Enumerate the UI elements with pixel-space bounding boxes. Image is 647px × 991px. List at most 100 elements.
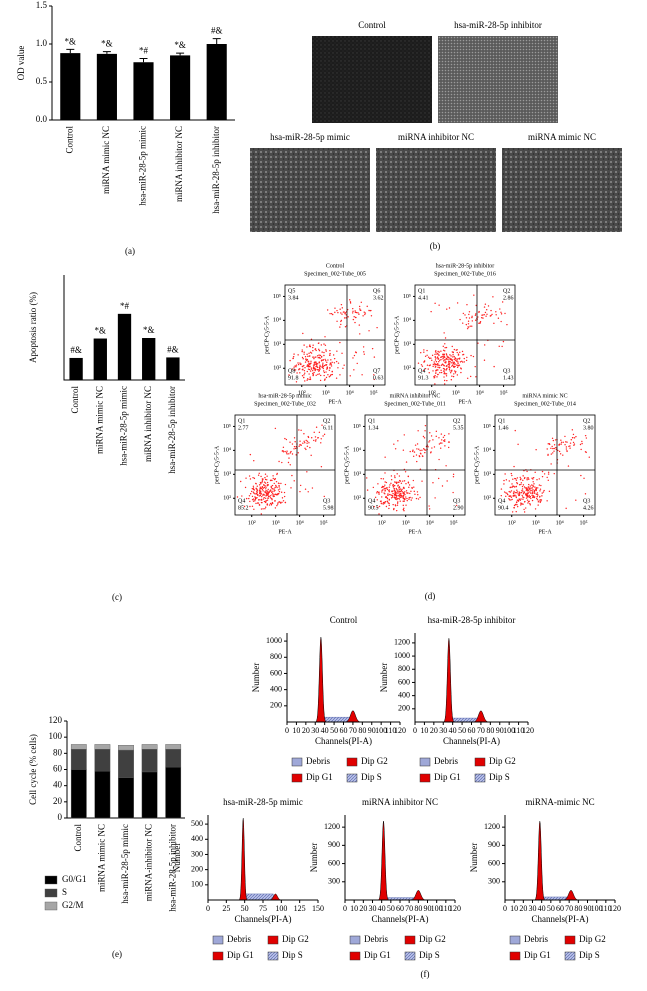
event-dot: [329, 362, 332, 365]
event-dot: [252, 487, 255, 489]
event-dot: [393, 481, 396, 483]
event-dot: [527, 496, 530, 498]
quadrant-value: 3.62: [373, 295, 384, 301]
event-dot: [366, 305, 368, 308]
panel-label: (e): [112, 949, 122, 959]
event-dot: [395, 481, 397, 483]
event-dot: [504, 473, 506, 475]
plot-title: miRNA mimic NC: [522, 393, 567, 399]
x-tick-label: 0: [285, 726, 289, 735]
event-dot: [317, 373, 319, 376]
y-axis-label: Number: [172, 843, 182, 873]
event-dot: [546, 476, 548, 479]
legend-label: Debris: [524, 934, 548, 944]
event-dot: [389, 493, 391, 496]
event-dot: [387, 493, 389, 495]
event-dot: [385, 481, 388, 484]
event-dot: [418, 448, 420, 450]
event-dot: [312, 368, 315, 370]
event-dot: [433, 376, 436, 378]
x-tick-label: 50: [330, 726, 338, 735]
event-dot: [444, 369, 446, 371]
event-dot: [261, 499, 263, 501]
event-dot: [303, 374, 305, 376]
event-dot: [285, 452, 288, 454]
event-dot: [451, 375, 453, 377]
event-dot: [312, 372, 314, 375]
event-dot: [483, 306, 486, 308]
event-dot: [523, 501, 526, 503]
event-dot: [257, 494, 259, 497]
x-axis-label: PE-A: [408, 529, 422, 535]
x-tick-label: 120: [394, 726, 406, 735]
event-dot: [538, 484, 541, 486]
event-dot: [514, 491, 516, 494]
event-dot: [553, 472, 555, 475]
event-dot: [293, 480, 295, 482]
event-dot: [515, 496, 518, 499]
event-dot: [282, 446, 285, 449]
event-dot: [398, 490, 400, 492]
legend-label: G2/M: [62, 900, 84, 910]
event-dot: [384, 472, 386, 474]
y-axis-label: Number: [379, 663, 389, 693]
quadrant-value: 4.41: [418, 295, 429, 301]
axis: [504, 815, 615, 901]
event-dot: [475, 313, 477, 315]
event-dot: [264, 482, 267, 484]
event-dot: [282, 500, 285, 502]
event-dot: [416, 448, 418, 450]
legend-label: Dip G2: [489, 756, 516, 766]
x-tick-label: 10: [350, 904, 358, 913]
event-dot: [322, 367, 324, 370]
event-dot: [299, 444, 301, 446]
event-dot: [398, 479, 401, 482]
event-dot: [309, 446, 311, 449]
event-dot: [401, 490, 403, 493]
event-dot: [372, 486, 375, 489]
event-dot: [536, 478, 538, 481]
event-dot: [335, 377, 338, 379]
event-dot: [486, 313, 488, 315]
event-dot: [418, 455, 421, 458]
y-tick-label: 400: [270, 684, 282, 693]
legend-label: Dip G1: [227, 950, 254, 960]
event-dot: [516, 482, 519, 485]
event-dot: [278, 486, 280, 488]
legend-label: Dip S: [282, 950, 303, 960]
event-dot: [405, 490, 408, 492]
event-dot: [318, 354, 320, 356]
event-dot: [393, 496, 396, 499]
event-dot: [274, 489, 276, 492]
event-dot: [443, 440, 446, 443]
event-dot: [298, 445, 300, 448]
event-dot: [319, 379, 322, 382]
event-dot: [566, 441, 568, 443]
event-dot: [318, 431, 321, 434]
event-dot: [263, 484, 265, 487]
x-tick-label: 10³: [322, 390, 330, 396]
event-dot: [325, 350, 327, 352]
event-dot: [530, 492, 532, 494]
event-dot: [447, 356, 450, 358]
event-dot: [307, 368, 310, 370]
event-dot: [581, 440, 583, 443]
y-tick-label: 600: [398, 677, 410, 686]
event-dot: [308, 368, 311, 371]
event-dot: [314, 348, 316, 351]
event-dot: [419, 496, 421, 499]
event-dot: [431, 447, 433, 449]
event-dot: [265, 490, 267, 492]
event-dot: [500, 320, 502, 323]
event-dot: [520, 478, 522, 480]
event-dot: [434, 383, 436, 385]
event-dot: [320, 438, 322, 440]
event-dot: [258, 484, 261, 486]
legend-swatch: [509, 951, 521, 961]
event-dot: [354, 321, 356, 324]
event-dot: [565, 446, 568, 448]
event-dot: [393, 484, 396, 487]
event-dot: [262, 478, 264, 480]
y-tick-label: 300: [488, 877, 500, 886]
event-dot: [427, 368, 429, 370]
